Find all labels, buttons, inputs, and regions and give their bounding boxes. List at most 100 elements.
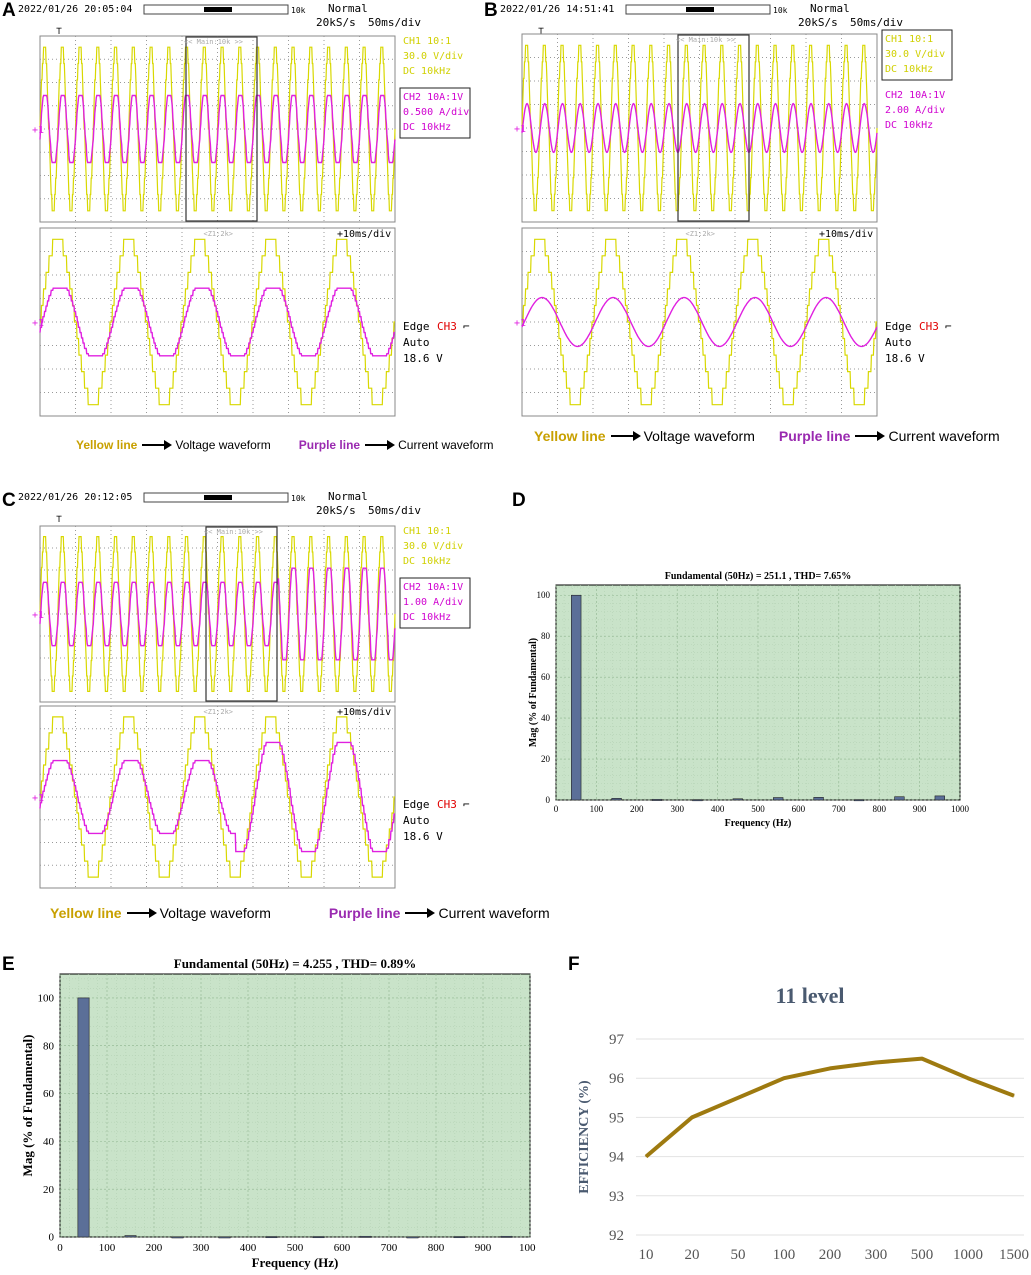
x-tick-label: 600 — [792, 804, 806, 814]
spectrum-bar — [77, 997, 90, 1238]
trigger-channel: CH3 — [437, 798, 457, 811]
data-point — [783, 1077, 785, 1079]
legend-purple-line: Purple line — [328, 905, 401, 921]
spectrum-bar — [171, 1236, 184, 1239]
arrow-icon — [142, 440, 173, 450]
rising-edge-icon: ⌐ — [945, 320, 952, 333]
trigger-marker-icon: ⊤ — [538, 26, 544, 37]
zoom-timebase: +10ms/div — [337, 229, 391, 240]
y-tick-label: 95 — [609, 1110, 624, 1126]
x-tick-label: 100 — [99, 1242, 116, 1254]
spectrum-bar — [934, 795, 945, 801]
ch2-line: 1.00 A/div — [403, 597, 463, 608]
panel-label-c: C — [2, 490, 16, 511]
y-tick-label: 60 — [43, 1088, 55, 1100]
current-waveform-main — [521, 102, 878, 154]
spectrum-bar — [732, 798, 743, 801]
arrow-icon — [365, 440, 396, 450]
ground-marker-icon: +1 — [514, 124, 526, 135]
current-waveform-main — [39, 94, 396, 164]
ch2-line: DC 10kHz — [403, 612, 451, 623]
ch1-line: DC 10kHz — [403, 556, 451, 567]
ground-marker-icon: +1 — [32, 125, 44, 136]
current-waveform-zoom — [39, 741, 395, 853]
zoom-window-box — [205, 526, 278, 702]
x-tick-label: 300 — [865, 1247, 888, 1263]
chart-title: 11 level — [775, 983, 844, 1008]
x-tick-label: 1000 — [951, 804, 970, 814]
zoom-timebase: +10ms/div — [819, 229, 873, 240]
zoom-label: <Z1:2k> — [204, 230, 234, 238]
ground-marker-icon: +1 — [32, 318, 44, 329]
data-point — [875, 1062, 877, 1064]
main-label: << Main:10k >> — [184, 38, 243, 46]
trigger-mode: Auto — [403, 814, 430, 827]
legend-voltage: Voltage waveform — [643, 428, 755, 444]
chart-title: Fundamental (50Hz) = 4.255 , THD= 0.89% — [174, 956, 416, 971]
ch2-box — [399, 577, 471, 629]
data-point — [645, 1156, 647, 1158]
y-tick-label: 94 — [609, 1150, 625, 1166]
y-tick-label: 80 — [541, 631, 551, 641]
trigger-channel: CH3 — [919, 320, 939, 333]
ch1-line: 30.0 V/div — [885, 49, 945, 60]
record-length: 10k — [291, 494, 306, 503]
data-point — [1013, 1095, 1015, 1097]
timestamp: 2022/01/26 20:12:05 — [18, 492, 132, 503]
spectrum-bar — [692, 799, 703, 802]
trigger-marker-icon: ⊤ — [56, 514, 62, 525]
x-tick-label: 50 — [731, 1247, 746, 1263]
y-tick-label: 0 — [546, 795, 551, 805]
ch1-line: 30.0 V/div — [403, 541, 463, 552]
acq-mode: Normal — [810, 2, 850, 15]
x-tick-label: 900 — [913, 804, 927, 814]
ch1-box — [881, 29, 953, 81]
plot-area — [59, 973, 531, 1238]
spectrum-bar — [853, 799, 865, 802]
y-tick-label: 40 — [43, 1136, 55, 1148]
x-tick-label: 200 — [146, 1242, 163, 1254]
spectrum-bar — [773, 797, 784, 801]
ch1-line: 30.0 V/div — [403, 51, 463, 62]
legend-yellow-line: Yellow line — [76, 438, 138, 452]
x-tick-label: 900 — [475, 1242, 492, 1254]
spectrum-bar — [611, 798, 622, 801]
spectrum-bar — [813, 797, 824, 801]
legend-voltage: Voltage waveform — [159, 905, 271, 921]
sample-rate: 20kS/s — [316, 16, 356, 29]
data-point — [967, 1077, 969, 1079]
spectrum-bar — [359, 1235, 372, 1238]
ch1-line: DC 10kHz — [885, 64, 933, 75]
chart-title: Fundamental (50Hz) = 251.1 , THD= 7.65% — [665, 571, 852, 582]
zoom-window-box — [185, 36, 258, 222]
ch1-line: CH1 10:1 — [885, 34, 933, 45]
legend-yellow-line: Yellow line — [50, 905, 122, 921]
x-tick-label: 300 — [670, 804, 684, 814]
data-point — [921, 1058, 923, 1060]
zoom-label: <Z1:2k> — [686, 230, 716, 238]
trigger-mode: Auto — [403, 336, 430, 349]
legend-c: Yellow line Voltage waveform Purple line… — [50, 905, 550, 921]
harmonic-spectrum-chart-d: 0 100 200 300 400 500 600 700 800 900 1000 0 20 40 60 8… — [528, 571, 970, 829]
x-tick-label: 100 — [773, 1247, 796, 1263]
trigger-level: 18.6 V — [403, 352, 443, 365]
ch1-line: CH1 10:1 — [403, 36, 451, 47]
spectrum-bar — [500, 1235, 513, 1238]
x-tick-label: 300 — [193, 1242, 210, 1254]
y-tick-label: 80 — [43, 1040, 55, 1052]
y-axis-label: Mag (% of Fundamental) — [20, 1035, 35, 1177]
trigger-mode: Auto — [885, 336, 912, 349]
record-length: 10k — [773, 6, 788, 15]
rising-edge-icon: ⌐ — [463, 320, 470, 333]
timebase: 50ms/div — [368, 16, 421, 29]
y-tick-label: 100 — [38, 993, 55, 1005]
legend-purple-line: Purple line — [298, 438, 361, 452]
x-tick-label: 0 — [57, 1242, 63, 1254]
x-tick-label: 500 — [287, 1242, 304, 1254]
panel-label-b: B — [484, 0, 498, 21]
legend-yellow-line: Yellow line — [534, 428, 606, 444]
legend-a: Yellow line Voltage waveform Purple line… — [76, 438, 493, 452]
ch2-line: DC 10kHz — [885, 120, 933, 131]
zoom-timebase: +10ms/div — [337, 707, 391, 718]
ch2-line: DC 10kHz — [403, 122, 451, 133]
